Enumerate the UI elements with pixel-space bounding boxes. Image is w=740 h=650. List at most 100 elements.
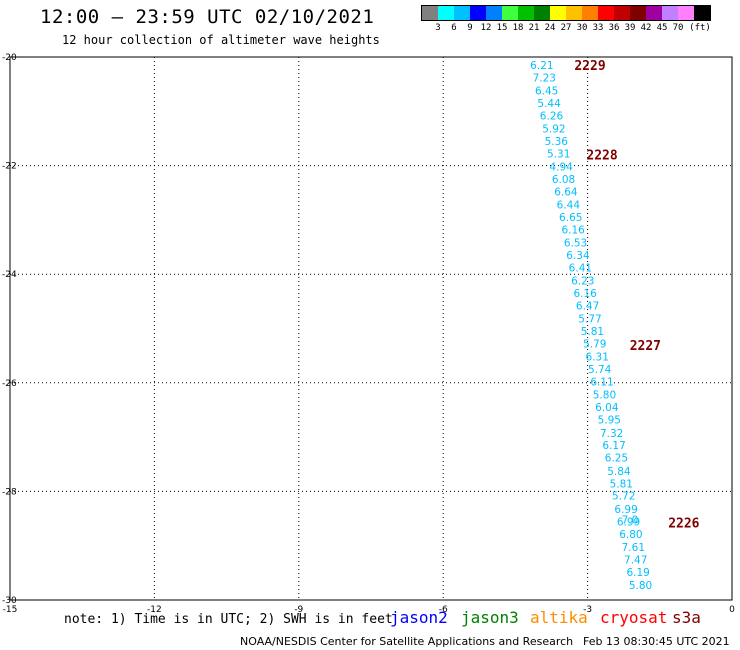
- swh-value: 5.81: [610, 478, 633, 490]
- pass-number-label: 2228: [586, 149, 617, 164]
- swh-value: 6.80: [619, 529, 642, 541]
- y-tick-label: -22: [2, 162, 17, 172]
- legend-swatch: [486, 6, 502, 20]
- sat-cryosat: cryosat: [600, 608, 668, 627]
- y-tick-label: -24: [2, 270, 17, 280]
- footer-timestamp: Feb 13 08:30:45 UTC 2021: [583, 635, 730, 648]
- swh-value: 6.19: [626, 567, 649, 579]
- swh-value: 6.11: [590, 377, 613, 389]
- legend-swatch: [614, 6, 630, 20]
- sat-jason3: jason3: [461, 608, 519, 627]
- swh-value: 5.79: [583, 339, 606, 351]
- measurement-labels: 6.217.236.455.446.265.925.365.314.946.08…: [530, 60, 652, 592]
- sat-altika: altika: [530, 608, 588, 627]
- legend-swatch: [678, 6, 694, 20]
- legend-label: 6: [451, 23, 457, 33]
- legend-swatch: [582, 6, 598, 20]
- legend-label: 42: [640, 23, 652, 33]
- swh-value: 6.16: [573, 288, 597, 300]
- pass-number-label: 2227: [630, 339, 661, 354]
- legend-swatch: [422, 6, 438, 20]
- legend-swatch: [518, 6, 534, 20]
- swh-value: 6.08: [552, 174, 575, 186]
- x-tick-label: 0: [729, 605, 735, 615]
- y-tick-label: -26: [2, 379, 17, 389]
- legend-label: 18: [512, 23, 524, 33]
- swh-value: 5.80: [593, 390, 616, 402]
- legend-swatch: [566, 6, 582, 20]
- legend-label: 27: [560, 23, 572, 33]
- swh-value: 7.61: [622, 542, 645, 554]
- swh-value: 6.64: [554, 187, 578, 199]
- legend-label: 70: [672, 23, 684, 33]
- color-legend: 3 6 9 12 15 18 21 24 27 30 33 36 39 42 45 70 (ft): [421, 5, 711, 35]
- legend-swatch: [630, 6, 646, 20]
- sat-jason2: jason2: [390, 608, 448, 627]
- swh-value: 6.21: [530, 60, 553, 72]
- x-tick-label: -12: [147, 605, 162, 615]
- pass-number-label: 2229: [574, 59, 605, 74]
- legend-label: 33: [592, 23, 604, 33]
- legend-label: 36: [608, 23, 620, 33]
- swh-value: 5.92: [542, 124, 565, 136]
- swh-value: 6.41: [569, 263, 592, 275]
- swh-value: 4.94: [549, 162, 573, 174]
- legend-swatch: [470, 6, 486, 20]
- pass-number-label: 2226: [668, 516, 699, 531]
- swh-value: 6.17: [602, 440, 625, 452]
- legend-label: 3: [435, 23, 441, 33]
- swh-value: 6.25: [605, 453, 628, 465]
- map-subtitle: 12 hour collection of altimeter wave hei…: [62, 33, 380, 47]
- swh-value: 6.16: [561, 225, 585, 237]
- map-title: 12:00 – 23:59 UTC 02/10/2021: [40, 6, 375, 28]
- legend-swatch: [534, 6, 550, 20]
- map-frame: [9, 56, 733, 601]
- swh-value: 5.74: [588, 364, 612, 376]
- legend-label: 12: [480, 23, 492, 33]
- swh-value: 5.36: [545, 136, 569, 148]
- swh-value: 5.31: [547, 149, 570, 161]
- legend-label: 21: [528, 23, 540, 33]
- swh-value: 5.44: [537, 98, 561, 110]
- sat-s3a: s3a: [672, 608, 701, 627]
- y-tick-label: -28: [2, 487, 17, 497]
- legend-label: 39: [624, 23, 636, 33]
- x-tick-label: -9: [294, 605, 303, 615]
- legend-label: (ft): [689, 23, 711, 33]
- legend-label: 30: [576, 23, 588, 33]
- swh-value: 7.47: [624, 554, 647, 566]
- legend-swatch: [550, 6, 566, 20]
- swh-value: 7.23: [533, 73, 556, 85]
- legend-swatch: [502, 6, 518, 20]
- legend-swatch: [662, 6, 678, 20]
- y-tick-label: -20: [2, 53, 17, 63]
- swh-value: 6.04: [595, 402, 619, 414]
- legend-swatch: [694, 6, 710, 20]
- swh-value: 5.95: [598, 415, 621, 427]
- legend-label: 15: [496, 23, 508, 33]
- swh-value: 6.99: [614, 504, 637, 516]
- swh-value: 6.26: [540, 111, 564, 123]
- legend-swatch: [598, 6, 614, 20]
- footer-credit: NOAA/NESDIS Center for Satellite Applica…: [240, 635, 574, 648]
- swh-value: 5.80: [629, 580, 652, 592]
- legend-label: 45: [656, 23, 668, 33]
- legend-swatch: [438, 6, 454, 20]
- legend-label: 9: [467, 23, 473, 33]
- swh-value: 6.99: [617, 516, 640, 528]
- x-tick-label: -15: [3, 605, 18, 615]
- pass-labels: 2229 2228 2227 2226: [574, 59, 699, 531]
- x-tick-label: -3: [583, 605, 592, 615]
- swh-value: 6.45: [535, 86, 558, 98]
- swh-value: 7.0: [622, 515, 639, 527]
- swh-value: 5.84: [607, 466, 631, 478]
- legend-label: 24: [544, 23, 556, 33]
- axis-tick-labels: -15 -12 -9 -6 -3 0-20-22-24-26-28-30: [2, 53, 735, 615]
- swh-value: 6.44: [557, 200, 581, 212]
- legend-swatches: [421, 5, 711, 21]
- grid-lines: [10, 57, 732, 600]
- swh-value: 5.81: [581, 326, 604, 338]
- legend-labels: 3 6 9 12 15 18 21 24 27 30 33 36 39 42 45 70 (ft): [421, 21, 711, 35]
- swh-value: 6.53: [564, 238, 587, 250]
